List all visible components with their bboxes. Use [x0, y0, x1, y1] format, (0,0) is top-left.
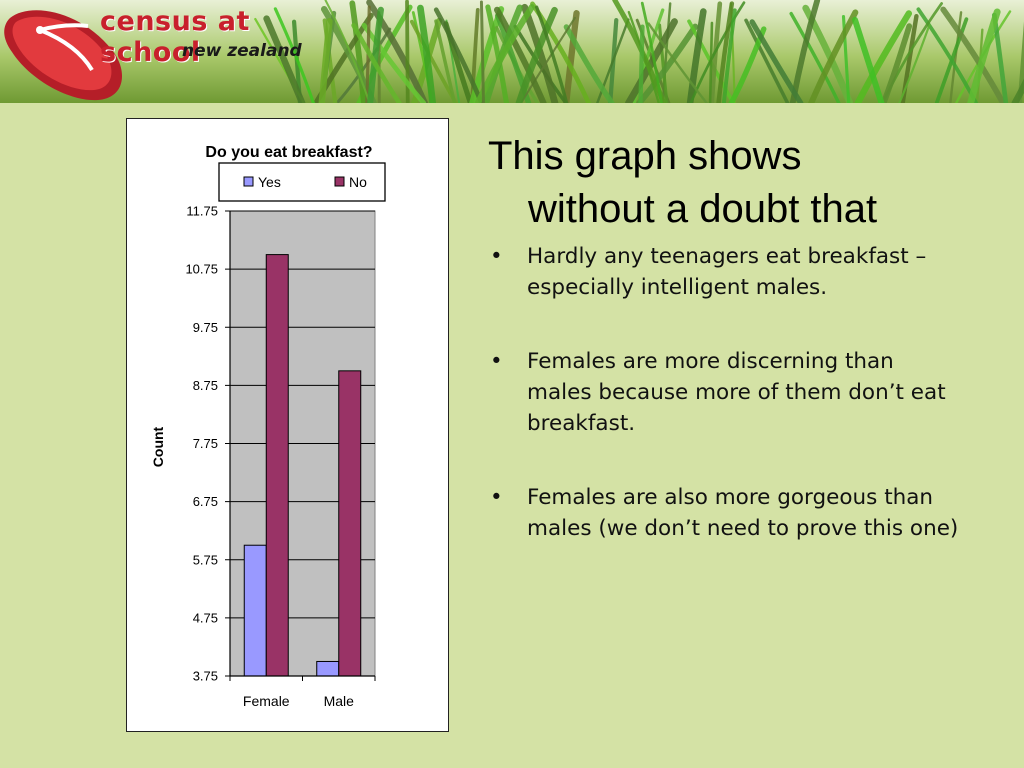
- y-tick-label: 10.75: [185, 262, 218, 277]
- logo: census at school new zealand: [0, 0, 335, 101]
- bar-chart: Do you eat breakfast? Yes No 3.75 4.75 5.75…: [150, 144, 386, 709]
- legend-swatch: [243, 176, 254, 187]
- y-axis-label: Count: [150, 426, 166, 467]
- chart-panel: Do you eat breakfast? Yes No 3.75 4.75 5.75…: [126, 118, 449, 732]
- y-tick-label: 11.75: [186, 204, 218, 219]
- y-tick-label: 4.75: [193, 610, 218, 625]
- bullet-marker: •: [490, 485, 503, 510]
- y-tick-label: 8.75: [193, 378, 218, 393]
- bullet-text: Hardly any teenagers eat breakfast – esp…: [527, 244, 927, 300]
- jandal-logo-icon: [4, 10, 123, 101]
- slide-heading: This graph shows without a doubt that: [488, 130, 968, 236]
- header-banner: census at school new zealand: [0, 0, 1024, 103]
- heading-line-2: without a doubt that: [528, 187, 878, 231]
- legend-label: No: [349, 174, 367, 190]
- chart-title: Do you eat breakfast?: [205, 144, 372, 161]
- y-tick-label: 5.75: [193, 552, 218, 567]
- logo-title: census at school: [100, 6, 250, 68]
- bar-no-female: [265, 254, 289, 677]
- legend-swatch: [334, 176, 345, 187]
- bullet-marker: •: [490, 349, 503, 374]
- bullet-text: Females are also more gorgeous than male…: [527, 485, 959, 541]
- bullet-item: • Females are also more gorgeous than mal…: [490, 482, 960, 544]
- y-tick-label: 9.75: [193, 320, 218, 335]
- legend-label: Yes: [258, 174, 281, 190]
- bar-yes-female: [243, 544, 267, 677]
- bar-yes-male: [316, 660, 340, 677]
- bullet-text: Females are more discerning than males b…: [527, 349, 946, 436]
- y-tick-label: 7.75: [193, 436, 218, 451]
- x-tick-label: Female: [243, 693, 290, 709]
- grass-background-image: [0, 0, 1024, 103]
- bullet-item: • Hardly any teenagers eat breakfast – es…: [490, 241, 960, 303]
- x-tick-label: Male: [324, 693, 355, 709]
- bullet-marker: •: [490, 244, 503, 269]
- y-tick-label: 3.75: [193, 669, 218, 684]
- y-tick-label: 6.75: [193, 494, 218, 509]
- bullet-list: • Hardly any teenagers eat breakfast – es…: [490, 241, 960, 587]
- logo-subtitle: new zealand: [182, 41, 302, 61]
- bar-no-male: [338, 370, 362, 677]
- bullet-item: • Females are more discerning than males …: [490, 346, 960, 439]
- heading-line-1: This graph shows: [488, 134, 802, 178]
